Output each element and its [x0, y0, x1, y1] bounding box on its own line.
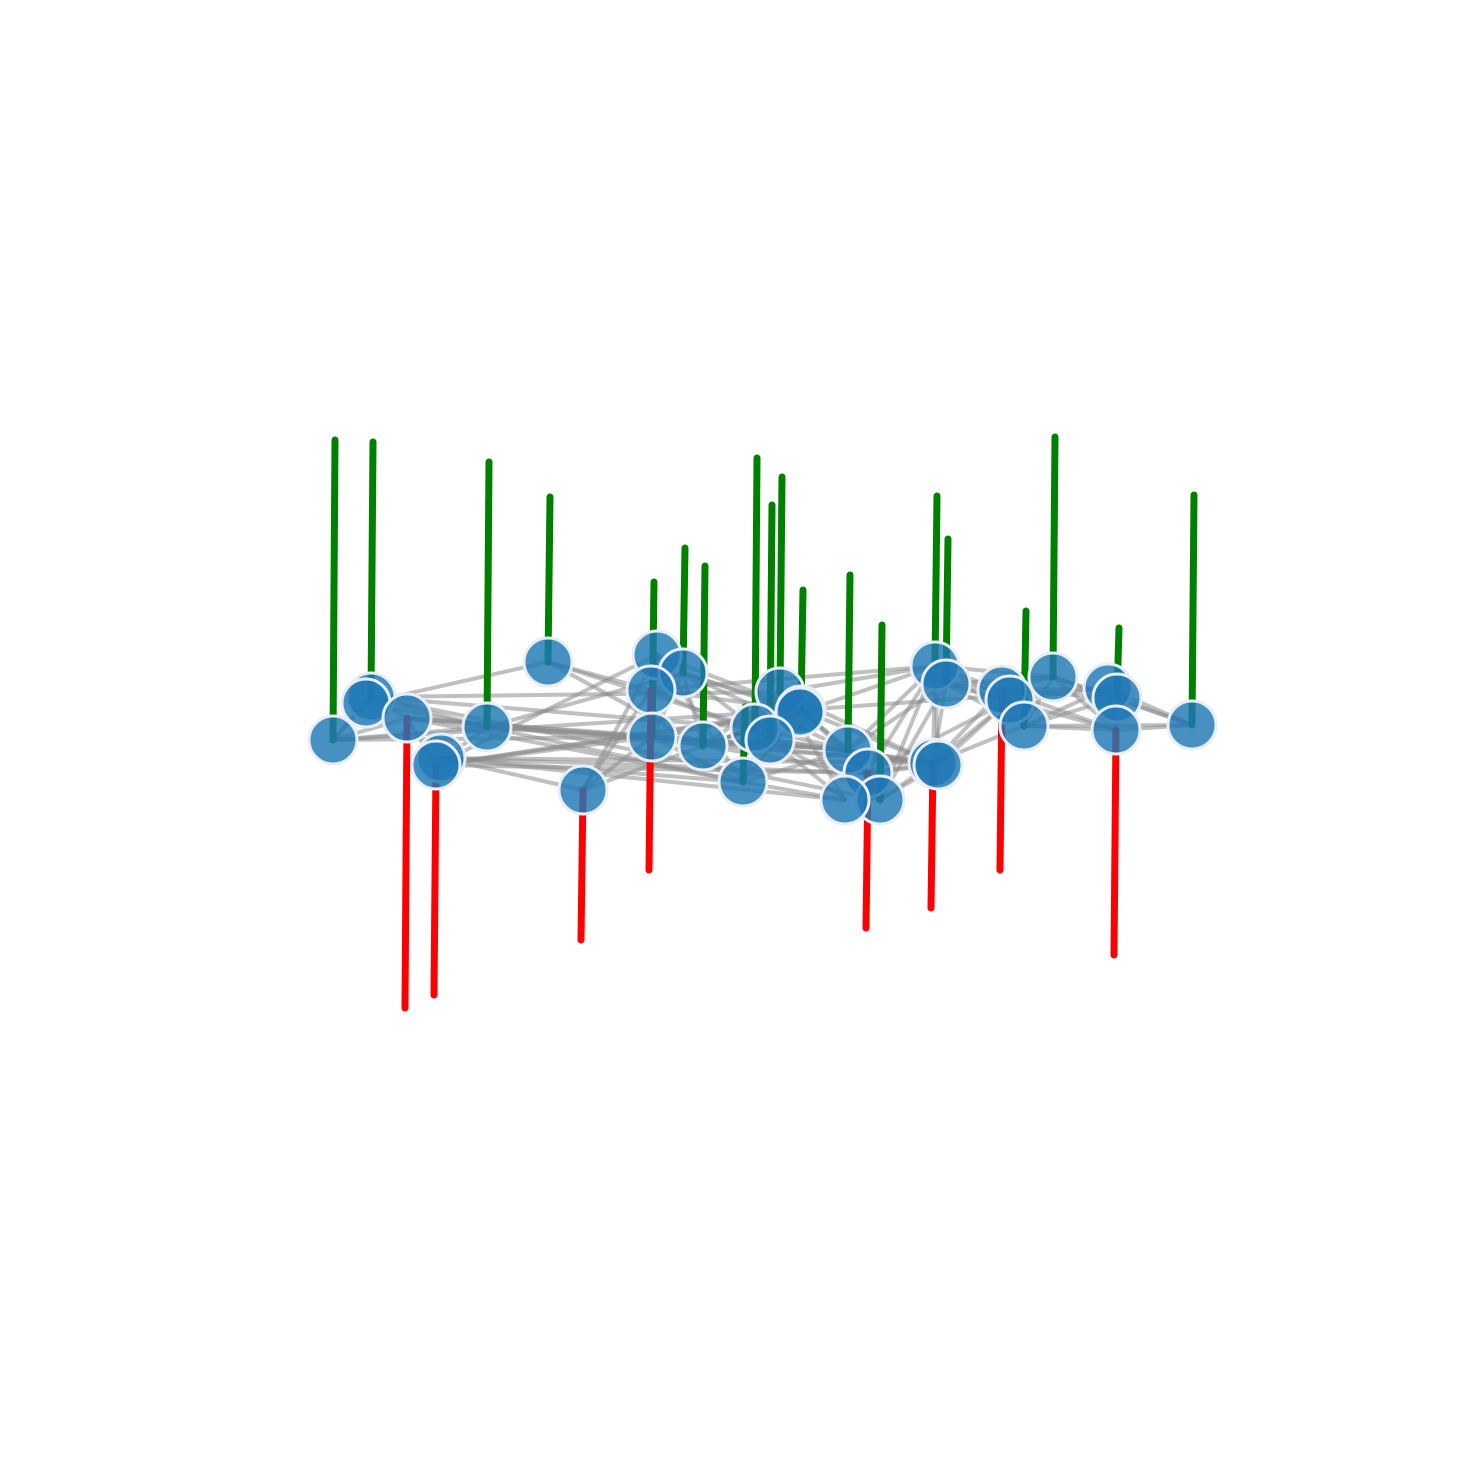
- stem-n1-positive: [329, 436, 339, 744]
- node-n26: [1090, 704, 1142, 756]
- node-n5: [461, 701, 513, 753]
- node-n32: [819, 774, 871, 826]
- edge-n5-n15: [485, 725, 745, 784]
- node-n13: [744, 714, 796, 766]
- node-n3: [381, 692, 433, 744]
- node-n24: [1027, 651, 1079, 703]
- stem-n11-positive: [699, 562, 709, 750]
- node-n1: [307, 714, 359, 766]
- node-n11: [677, 720, 729, 772]
- stem-n6-positive: [544, 493, 554, 666]
- stem-n24-positive: [1049, 433, 1059, 681]
- stem-n20-positive: [931, 492, 941, 670]
- node-n22: [920, 658, 972, 710]
- stem-n12-positive: [751, 454, 761, 732]
- node-n9: [625, 664, 677, 716]
- node-n6: [522, 636, 574, 688]
- node-n8: [626, 711, 678, 763]
- edge-n2-n18: [369, 695, 882, 802]
- stem-n5-positive: [483, 458, 493, 731]
- edge-n32-n36: [439, 756, 847, 802]
- edge-n2-n12: [369, 695, 757, 730]
- stem-n3-negative: [401, 714, 411, 1012]
- stem-n4-negative: [430, 761, 440, 999]
- node-n4: [410, 739, 462, 791]
- node-n27: [1166, 699, 1218, 751]
- stem-n26-negative: [1110, 726, 1120, 959]
- node-n33: [912, 739, 964, 791]
- node-n7: [557, 764, 609, 816]
- stem-n2-positive: [367, 438, 377, 701]
- stem-layer: [329, 433, 1198, 1012]
- node-n15: [717, 756, 769, 808]
- stem-n27-positive: [1188, 491, 1198, 729]
- stem-n17-positive: [844, 571, 854, 754]
- stem-n14-positive: [776, 473, 786, 696]
- node-n25: [998, 700, 1050, 752]
- node-layer: [307, 629, 1218, 826]
